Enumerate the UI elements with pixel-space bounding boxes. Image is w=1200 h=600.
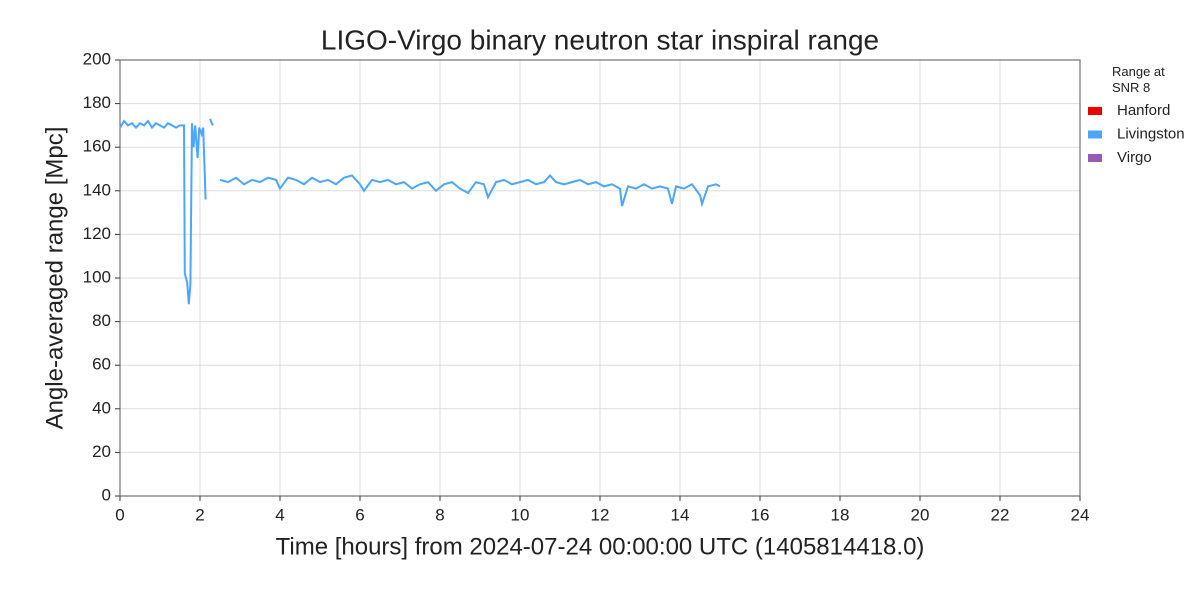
x-axis-label: Time [hours] from 2024-07-24 00:00:00 UT… (276, 533, 925, 560)
x-tick-label: 22 (991, 505, 1010, 524)
x-tick-label: 10 (511, 505, 530, 524)
y-tick-label: 40 (92, 398, 111, 417)
series-line (119, 118, 721, 305)
y-tick-label: 0 (102, 485, 111, 504)
legend-swatch (1088, 130, 1102, 139)
legend-swatch (1088, 154, 1102, 162)
x-tick-label: 0 (115, 505, 124, 524)
y-tick-label: 60 (92, 355, 111, 374)
x-tick-label: 16 (751, 505, 770, 524)
legend-label: Livingston (1117, 125, 1185, 142)
legend-label: Hanford (1117, 102, 1170, 119)
x-tick-label: 12 (591, 505, 610, 524)
legend-swatch (1088, 107, 1102, 115)
x-tick-label: 6 (355, 505, 364, 524)
y-tick-label: 160 (83, 137, 111, 156)
y-tick-label: 180 (83, 93, 111, 112)
x-tick-label: 2 (195, 505, 204, 524)
legend-title: Range at SNR 8 (1112, 64, 1165, 95)
y-tick-label: 80 (92, 311, 111, 330)
x-tick-label: 20 (911, 505, 930, 524)
y-tick-label: 200 (83, 49, 111, 68)
x-tick-label: 14 (671, 505, 690, 524)
y-tick-label: 100 (83, 267, 111, 286)
y-tick-label: 20 (92, 442, 111, 461)
x-tick-label: 24 (1071, 505, 1090, 524)
x-tick-label: 18 (831, 505, 850, 524)
y-tick-label: 120 (83, 224, 111, 243)
legend-label: Virgo (1117, 149, 1152, 166)
y-axis-label: Angle-averaged range [Mpc] (41, 127, 68, 430)
chart-title: LIGO-Virgo binary neutron star inspiral … (321, 24, 879, 55)
x-tick-label: 8 (435, 505, 444, 524)
plot-frame (119, 59, 1081, 497)
y-tick-label: 140 (83, 180, 111, 199)
x-tick-label: 4 (275, 505, 284, 524)
